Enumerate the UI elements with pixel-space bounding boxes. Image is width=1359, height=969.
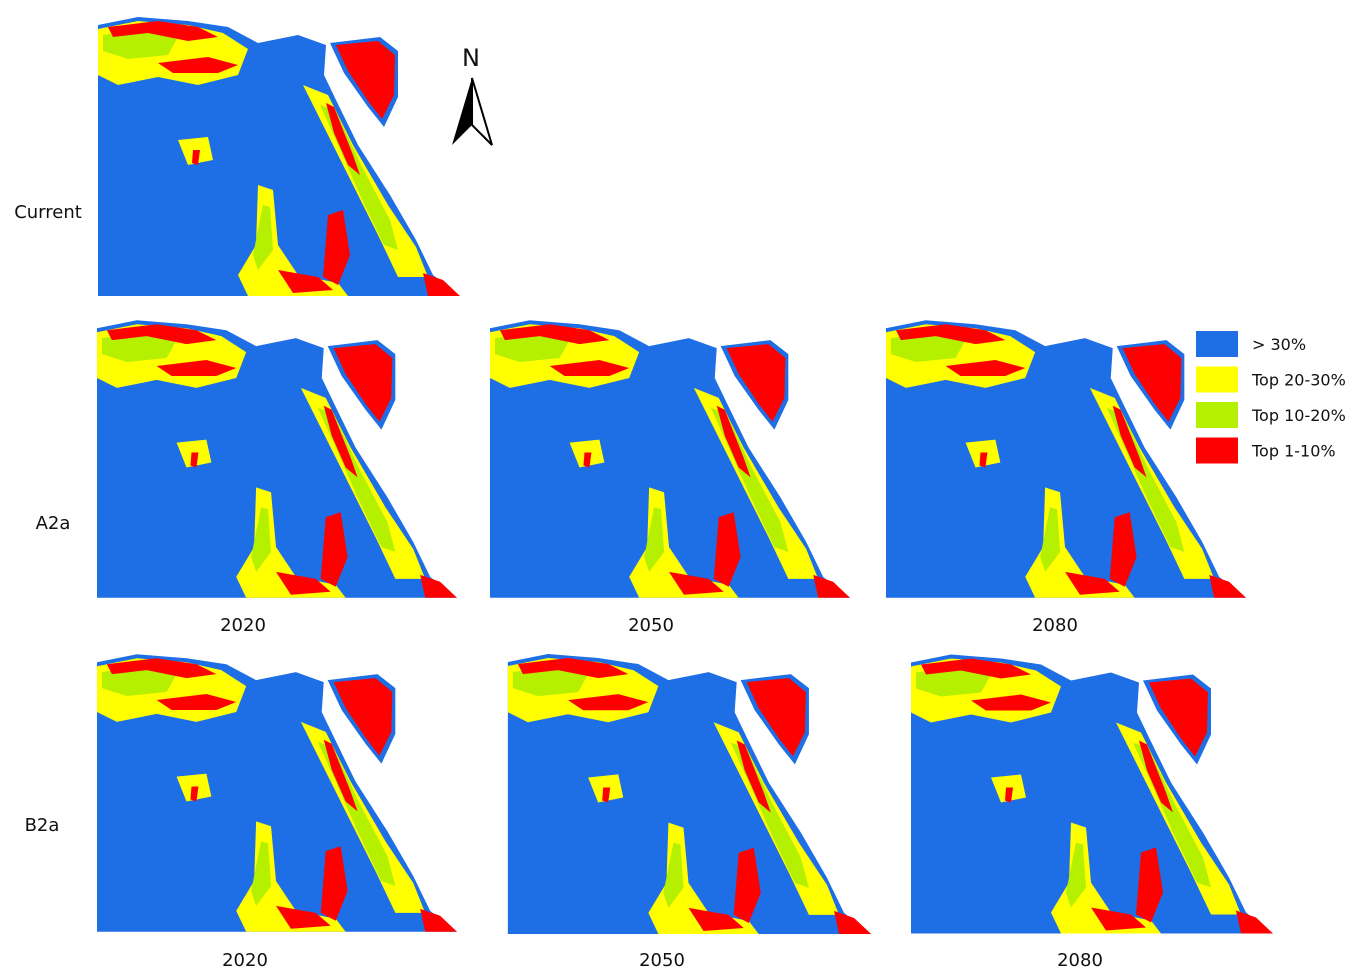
legend-label: Top 1-10%: [1251, 442, 1336, 461]
legend-label: > 30%: [1252, 335, 1306, 354]
legend-swatch: [1196, 367, 1238, 393]
column-label: 2050: [628, 615, 674, 636]
map-a2a-2050: [490, 320, 850, 597]
row-label: Current: [14, 202, 82, 223]
row-label: B2a: [25, 815, 60, 836]
row-label: A2a: [36, 513, 71, 534]
north-arrow: N: [452, 44, 492, 145]
map-b2a-2050: [508, 654, 871, 934]
column-label: 2050: [639, 950, 685, 969]
legend-swatch: [1196, 438, 1238, 464]
map-b2a-2020: [97, 654, 457, 931]
map-current: [98, 17, 460, 296]
legend-label: Top 10-20%: [1251, 406, 1346, 425]
column-label: 2020: [220, 615, 266, 636]
map-b2a-2080: [911, 655, 1273, 934]
legend: > 30% Top 20-30% Top 10-20% Top 1-10%: [1196, 331, 1346, 464]
legend-label: Top 20-30%: [1251, 371, 1346, 390]
legend-swatch: [1196, 402, 1238, 428]
column-label: 2080: [1032, 615, 1078, 636]
figure: N Current A2a B2a 2020 2050 2080 2020 20…: [0, 0, 1359, 969]
north-label: N: [462, 44, 480, 72]
map-a2a-2020: [97, 320, 457, 597]
map-a2a-2080: [886, 320, 1246, 597]
column-label: 2020: [222, 950, 268, 969]
legend-swatch: [1196, 331, 1238, 357]
column-label: 2080: [1057, 950, 1103, 969]
